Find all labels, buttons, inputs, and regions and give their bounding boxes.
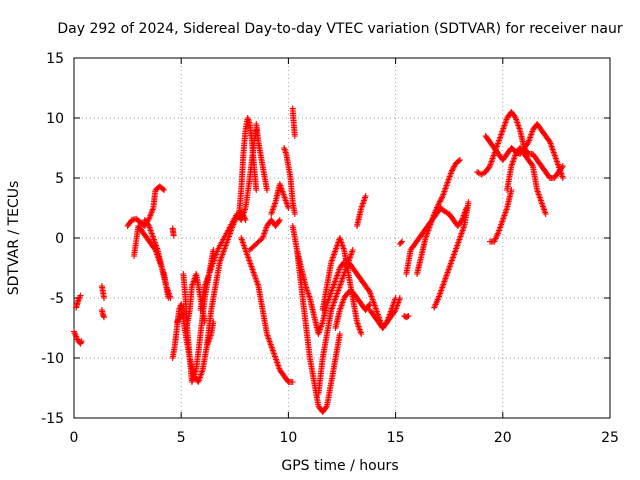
data-point bbox=[177, 314, 184, 321]
data-point bbox=[362, 193, 369, 199]
y-tick-label: -10 bbox=[41, 351, 64, 367]
data-point bbox=[145, 221, 152, 228]
y-tick-label: 0 bbox=[55, 231, 64, 247]
data-point bbox=[437, 197, 444, 204]
data-point bbox=[546, 137, 553, 144]
data-point bbox=[438, 195, 445, 202]
data-point bbox=[78, 338, 85, 345]
data-point bbox=[405, 313, 412, 319]
data-point bbox=[101, 295, 108, 301]
chart-title: Day 292 of 2024, Sidereal Day-to-day VTE… bbox=[57, 21, 623, 37]
x-tick-label: 10 bbox=[279, 430, 297, 446]
data-point bbox=[159, 186, 166, 193]
data-point bbox=[291, 211, 298, 217]
axes: 0 5 10 15 20 25 15 10 5 0 -5 -10 -15 bbox=[41, 51, 619, 446]
data-point bbox=[486, 164, 493, 171]
data-point bbox=[449, 167, 456, 174]
data-point bbox=[366, 287, 373, 294]
data-point bbox=[101, 314, 108, 321]
data-point bbox=[291, 133, 298, 139]
data-point bbox=[276, 217, 283, 223]
data-point bbox=[439, 194, 446, 201]
y-axis: 15 10 5 0 -5 -10 -15 bbox=[41, 51, 64, 427]
data-point bbox=[161, 187, 168, 193]
data-point bbox=[511, 113, 518, 120]
data-point bbox=[358, 331, 365, 337]
x-tick-label: 0 bbox=[70, 430, 79, 446]
data-point bbox=[241, 214, 248, 221]
data-point bbox=[323, 404, 330, 411]
data-point bbox=[455, 157, 462, 164]
data-point bbox=[366, 302, 373, 309]
data-point bbox=[435, 201, 442, 208]
y-tick-label: -5 bbox=[50, 291, 64, 307]
y-tick-label: 5 bbox=[55, 171, 64, 187]
data-point bbox=[391, 308, 398, 315]
data-point bbox=[399, 238, 406, 245]
data-point bbox=[77, 292, 84, 299]
data-point bbox=[451, 163, 458, 170]
data-point bbox=[436, 200, 443, 206]
y-tick-label: 10 bbox=[46, 111, 64, 127]
data-point bbox=[559, 175, 566, 181]
data-point bbox=[167, 295, 174, 301]
data-point bbox=[404, 313, 411, 320]
data-point bbox=[397, 239, 404, 246]
data-point bbox=[524, 140, 531, 147]
data-point bbox=[450, 164, 457, 171]
data-point bbox=[449, 166, 456, 173]
data-point bbox=[240, 212, 247, 219]
plot-frame bbox=[73, 57, 611, 419]
x-tick-label: 15 bbox=[387, 430, 405, 446]
x-tick-label: 5 bbox=[177, 430, 186, 446]
data-point bbox=[528, 161, 535, 168]
y-axis-label: SDTVAR / TECUs bbox=[6, 181, 22, 296]
data-point bbox=[289, 379, 296, 385]
data-point bbox=[448, 169, 455, 175]
data-point bbox=[242, 217, 249, 223]
data-point bbox=[436, 198, 443, 205]
x-tick-label: 25 bbox=[601, 430, 619, 446]
data-point bbox=[465, 199, 472, 205]
data-point bbox=[396, 295, 403, 301]
data-point bbox=[253, 187, 260, 193]
data-point bbox=[456, 157, 463, 163]
x-axis: 0 5 10 15 20 25 bbox=[70, 430, 619, 446]
data-point bbox=[285, 205, 292, 211]
data-point bbox=[241, 215, 248, 222]
x-tick-label: 20 bbox=[494, 430, 512, 446]
data-point bbox=[275, 218, 282, 225]
data-point bbox=[201, 319, 208, 325]
data-points bbox=[71, 105, 566, 415]
y-tick-label: -15 bbox=[41, 411, 64, 427]
y-tick-label: 15 bbox=[46, 51, 64, 67]
data-point bbox=[542, 211, 549, 217]
data-point bbox=[336, 331, 343, 337]
data-point bbox=[263, 187, 270, 193]
data-point bbox=[170, 232, 177, 239]
x-axis-label: GPS time / hours bbox=[281, 458, 398, 474]
data-point bbox=[349, 247, 356, 253]
